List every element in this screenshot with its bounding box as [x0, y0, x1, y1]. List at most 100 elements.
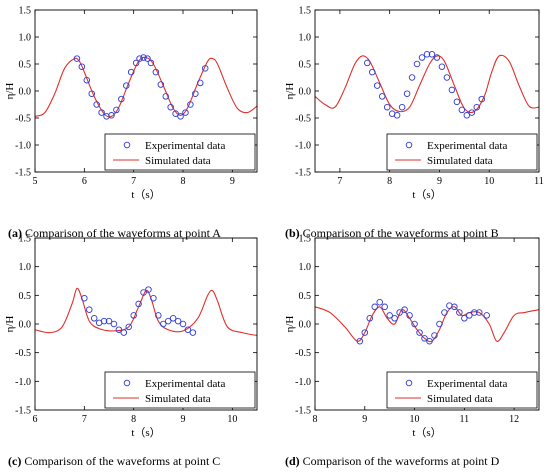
experimental-point — [366, 315, 374, 322]
simulated-series-line — [315, 54, 539, 114]
experimental-point — [177, 113, 184, 120]
experimental-point — [162, 93, 169, 100]
experimental-point — [376, 298, 383, 306]
experimental-point — [378, 93, 386, 100]
y-tick-label: -1.5 — [15, 168, 31, 179]
experimental-point — [401, 306, 408, 313]
experimental-point — [423, 51, 431, 58]
x-tick-label: 10 — [410, 414, 420, 425]
caption-b-letter: (b) — [285, 226, 300, 240]
experimental-point — [100, 317, 108, 325]
legend-simulated-label: Simulated data — [145, 155, 211, 167]
experimental-point — [113, 106, 120, 114]
legend-box — [104, 371, 256, 409]
caption-d-text: Comparison of the waveforms at point D — [299, 454, 500, 468]
experimental-point — [413, 60, 421, 68]
caption-c-text: Comparison of the waveforms at point C — [21, 454, 221, 468]
x-tick-label: 9 — [437, 176, 442, 187]
x-tick-label: 11 — [534, 176, 544, 187]
experimental-point — [167, 103, 174, 111]
experimental-point — [428, 51, 436, 58]
experimental-point — [368, 68, 376, 76]
y-tick-label: -0.5 — [295, 348, 311, 359]
x-axis-label: t（s） — [131, 188, 160, 201]
experimental-point — [197, 79, 204, 87]
y-tick-label: 0.5 — [19, 291, 32, 302]
caption-b-text: Comparison of the waveforms at point B — [299, 226, 499, 240]
y-tick-label: 1.5 — [299, 6, 312, 17]
legend-experimental-label: Experimental data — [145, 378, 225, 390]
experimental-point — [371, 303, 378, 311]
y-tick-label: -1.5 — [295, 168, 311, 179]
experimental-point — [483, 312, 490, 319]
y-tick-label: -1.0 — [15, 141, 31, 152]
legend-box — [386, 371, 538, 409]
legend-simulated-label: Simulated data — [145, 393, 211, 405]
experimental-point — [383, 103, 391, 111]
experimental-point — [373, 82, 381, 89]
simulated-series-line — [35, 287, 257, 337]
y-axis-label: η/H — [284, 83, 296, 100]
x-tick-label: 11 — [460, 414, 470, 425]
experimental-point — [110, 320, 118, 328]
x-tick-label: 10 — [484, 176, 494, 187]
experimental-point — [201, 65, 209, 72]
experimental-point — [391, 315, 398, 322]
experimental-point — [164, 317, 172, 325]
experimental-point — [144, 55, 151, 62]
experimental-point — [463, 112, 471, 119]
chart-panel-a: -1.5 -1.0 -0.5 0.0 0.5 1.0 1.5 5 6 7 8 9 t（s） η/H Expe… — [4, 6, 258, 201]
x-tick-label: 8 — [131, 414, 136, 425]
legend-experimental-label: Experimental data — [427, 378, 507, 390]
experimental-point — [93, 101, 100, 108]
experimental-point — [356, 337, 364, 345]
experimental-point — [132, 59, 140, 67]
experimental-point — [187, 101, 194, 108]
y-tick-label: 0.5 — [19, 60, 32, 71]
legend-experimental-marker — [123, 141, 131, 149]
x-tick-label: 7 — [82, 414, 87, 425]
x-tick-label: 8 — [181, 176, 186, 187]
caption-c: (c) Comparison of the waveforms at point… — [8, 454, 220, 469]
x-tick-label: 7 — [131, 176, 136, 187]
experimental-point — [192, 90, 199, 97]
caption-b: (b) Comparison of the waveforms at point… — [285, 226, 499, 241]
experimental-point — [118, 95, 125, 103]
legend-box — [386, 133, 538, 171]
experimental-point — [136, 55, 143, 62]
y-tick-label: 0.0 — [299, 87, 312, 98]
experimental-point — [90, 315, 98, 322]
y-tick-label: -0.5 — [15, 348, 31, 359]
x-tick-label: 12 — [509, 414, 519, 425]
experimental-point — [120, 329, 128, 336]
experimental-point — [155, 312, 162, 319]
y-axis-label: η/H — [4, 316, 16, 333]
y-tick-label: 0.0 — [299, 320, 312, 331]
experimental-point — [458, 106, 466, 114]
experimental-point — [381, 303, 388, 311]
experimental-point — [179, 320, 187, 328]
y-tick-label: -1.0 — [15, 377, 31, 388]
y-tick-label: 0.0 — [19, 320, 32, 331]
x-tick-label: 8 — [387, 176, 392, 187]
experimental-point — [189, 329, 197, 336]
experimental-point — [160, 320, 167, 328]
caption-c-letter: (c) — [8, 454, 22, 468]
legend-experimental-marker — [405, 379, 413, 387]
legend-experimental-label: Experimental data — [145, 140, 225, 152]
experimental-point — [416, 329, 423, 336]
experimental-point — [152, 68, 160, 76]
y-tick-label: 0.0 — [19, 87, 32, 98]
caption-a: (a) Comparison of the waveforms at point… — [8, 226, 221, 241]
caption-a-text: Comparison of the waveforms at point A — [22, 226, 221, 240]
experimental-point — [478, 95, 486, 103]
experimental-point — [78, 63, 86, 70]
experimental-point — [130, 312, 137, 319]
legend-experimental-marker — [405, 141, 413, 149]
experimental-point — [456, 309, 463, 316]
x-tick-label: 9 — [181, 414, 186, 425]
legend-experimental-label: Experimental data — [427, 140, 507, 152]
experimental-point — [145, 286, 152, 293]
experimental-point — [125, 323, 132, 331]
